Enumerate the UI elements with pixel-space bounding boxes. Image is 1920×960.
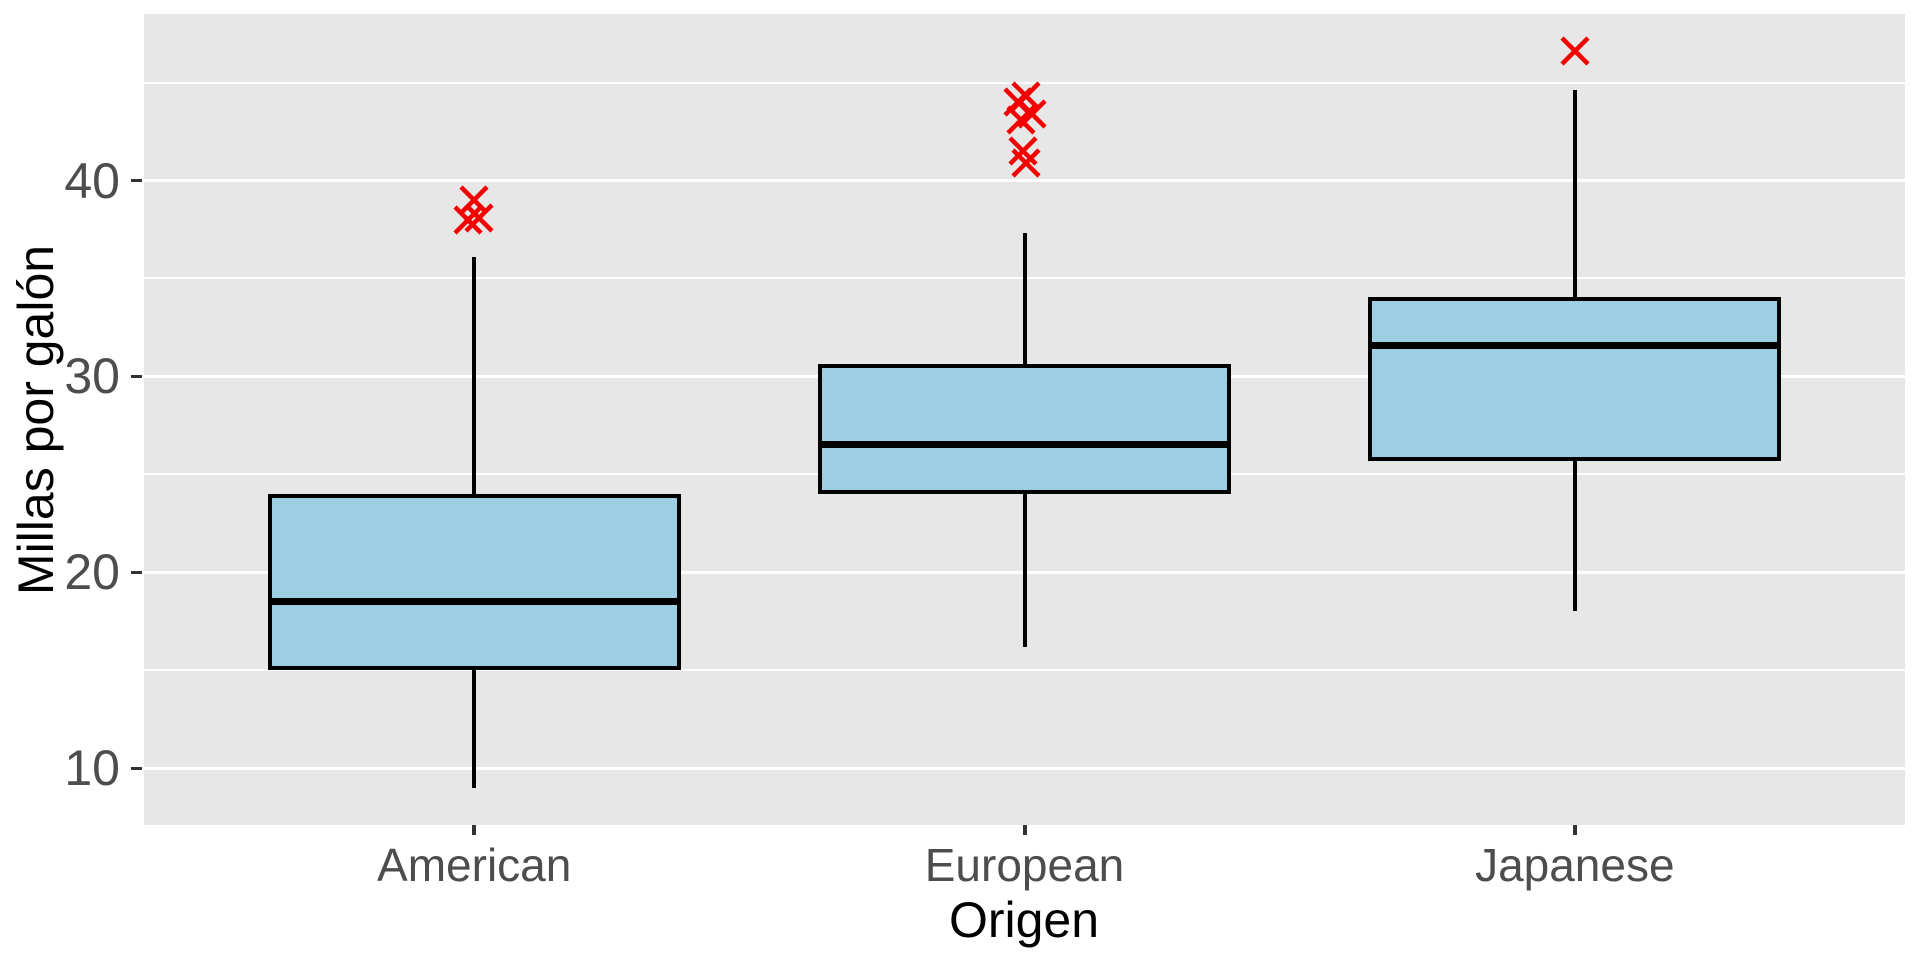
outlier-x-icon bbox=[457, 183, 491, 217]
outlier-x-icon bbox=[451, 203, 485, 237]
y-tick-label: 40 bbox=[64, 152, 120, 209]
x-tick-label-american: American bbox=[377, 839, 572, 891]
y-tick-mark bbox=[131, 179, 142, 182]
minor-gridline bbox=[144, 81, 1905, 84]
minor-gridline bbox=[144, 669, 1905, 672]
y-tick-label: 30 bbox=[64, 348, 120, 405]
y-tick-label: 20 bbox=[64, 544, 120, 601]
box-japanese bbox=[1368, 297, 1782, 461]
median-american bbox=[267, 598, 681, 606]
box-american bbox=[267, 493, 681, 671]
outlier-x-icon bbox=[1558, 34, 1592, 68]
x-tick-label-european: European bbox=[924, 839, 1125, 891]
x-tick-label-japanese: Japanese bbox=[1475, 839, 1675, 891]
y-tick-mark bbox=[131, 766, 142, 770]
y-tick-mark bbox=[131, 374, 142, 378]
whisker-lower-european bbox=[1022, 493, 1027, 647]
median-japanese bbox=[1368, 341, 1782, 349]
y-tick-label: 10 bbox=[64, 740, 120, 797]
x-tick-mark bbox=[1572, 825, 1577, 835]
major-gridline bbox=[144, 766, 1905, 770]
x-tick-mark bbox=[1022, 825, 1027, 835]
outlier-x-icon bbox=[1009, 79, 1043, 113]
outlier-x-icon bbox=[1006, 134, 1040, 168]
major-gridline bbox=[144, 179, 1905, 182]
whisker-lower-japanese bbox=[1572, 460, 1577, 612]
whisker-lower-american bbox=[472, 670, 477, 788]
box-european bbox=[818, 363, 1231, 494]
y-tick-mark bbox=[131, 570, 142, 574]
outlier-x-icon bbox=[462, 201, 496, 235]
median-european bbox=[818, 441, 1231, 449]
x-tick-mark bbox=[472, 825, 477, 835]
whisker-upper-american bbox=[472, 256, 477, 494]
whisker-upper-japanese bbox=[1572, 90, 1577, 298]
x-axis-title: Origen bbox=[948, 892, 1100, 948]
whisker-upper-european bbox=[1022, 233, 1027, 364]
